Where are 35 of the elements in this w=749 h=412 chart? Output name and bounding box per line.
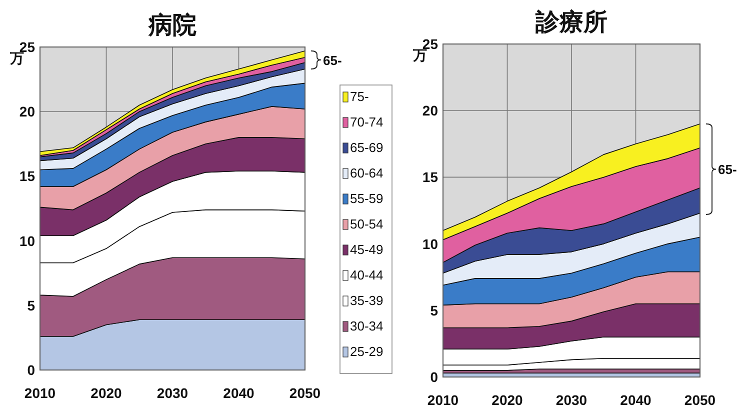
- legend-label: 70-74: [350, 114, 384, 130]
- x-tick-label: 2010: [427, 392, 459, 408]
- y-tick-label: 0: [430, 369, 438, 385]
- y-tick-label: 5: [27, 297, 36, 314]
- x-tick-label: 2030: [156, 385, 188, 401]
- y-tick-label: 0: [27, 362, 36, 378]
- legend-label: 75-: [350, 89, 369, 104]
- annotation: 65-: [718, 162, 737, 178]
- annotation: 65-: [323, 52, 342, 68]
- x-tick-label: 2010: [24, 385, 56, 401]
- x-tick-label: 2020: [90, 385, 122, 401]
- text: 40-44: [350, 268, 384, 282]
- x-tick-label: 2030: [556, 392, 588, 408]
- x-tick-label: 2020: [492, 392, 524, 408]
- x-tick-label: 2050: [289, 385, 321, 401]
- y-tick-label: 15: [19, 168, 36, 184]
- y-tick-label: 20: [422, 102, 438, 119]
- x-tick-label: 2050: [684, 392, 716, 408]
- y-tick-label: 5: [430, 302, 438, 318]
- y-tick-label: 15: [422, 169, 438, 186]
- legend-label: 45-49: [350, 242, 384, 257]
- y-tick-label: 20: [19, 104, 36, 120]
- legend-label: 25-29: [350, 344, 384, 359]
- y-tick-label: 10: [19, 232, 36, 249]
- x-tick-label: 2040: [620, 392, 652, 408]
- chart-title: 診療所: [534, 9, 608, 36]
- legend-label: 50-54: [350, 216, 384, 232]
- text: 35-39: [350, 293, 384, 308]
- y-tick-label: 10: [422, 236, 438, 252]
- legend-label: 65-69: [350, 140, 384, 155]
- chart-title: 病院: [148, 12, 196, 39]
- legend-label: 30-34: [350, 318, 384, 334]
- legend-label: 55-59: [350, 191, 384, 206]
- x-tick-label: 2040: [223, 385, 255, 401]
- legend-label: 60-64: [350, 166, 384, 180]
